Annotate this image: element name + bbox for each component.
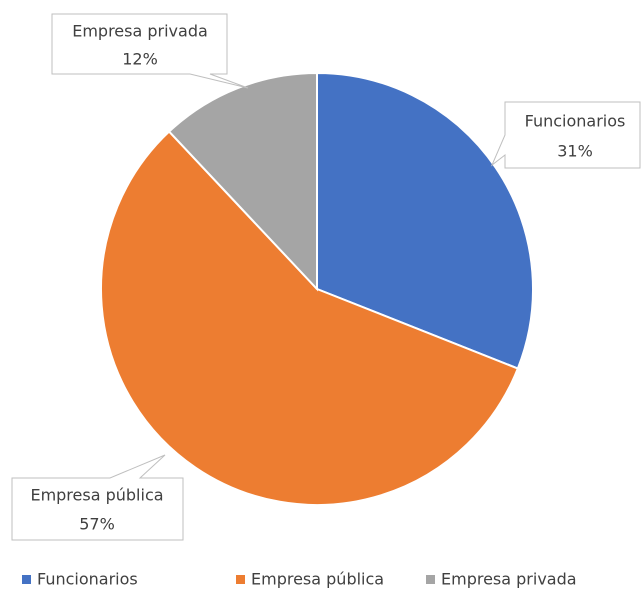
callout bbox=[51, 13, 249, 89]
data-label-value: 12% bbox=[122, 50, 158, 69]
data-label-value: 57% bbox=[79, 515, 115, 534]
data-label-value: 31% bbox=[557, 142, 593, 161]
legend-marker bbox=[236, 575, 245, 584]
callout bbox=[11, 454, 184, 541]
pie-slice bbox=[167, 71, 318, 292]
callout bbox=[490, 101, 641, 169]
legend-label: Funcionarios bbox=[37, 570, 138, 589]
pie-slice bbox=[100, 130, 520, 506]
data-label-name: Empresa pública bbox=[30, 486, 163, 505]
legend-label: Empresa privada bbox=[441, 570, 577, 589]
data-label-name: Empresa privada bbox=[72, 22, 208, 41]
pie-slice bbox=[316, 71, 534, 370]
pie bbox=[100, 71, 534, 506]
legend-label: Empresa pública bbox=[251, 570, 384, 589]
legend-marker bbox=[426, 575, 435, 584]
legend-marker bbox=[22, 575, 31, 584]
data-label-name: Funcionarios bbox=[525, 112, 626, 131]
legend: Funcionarios Empresa pública Empresa priva… bbox=[22, 570, 577, 589]
